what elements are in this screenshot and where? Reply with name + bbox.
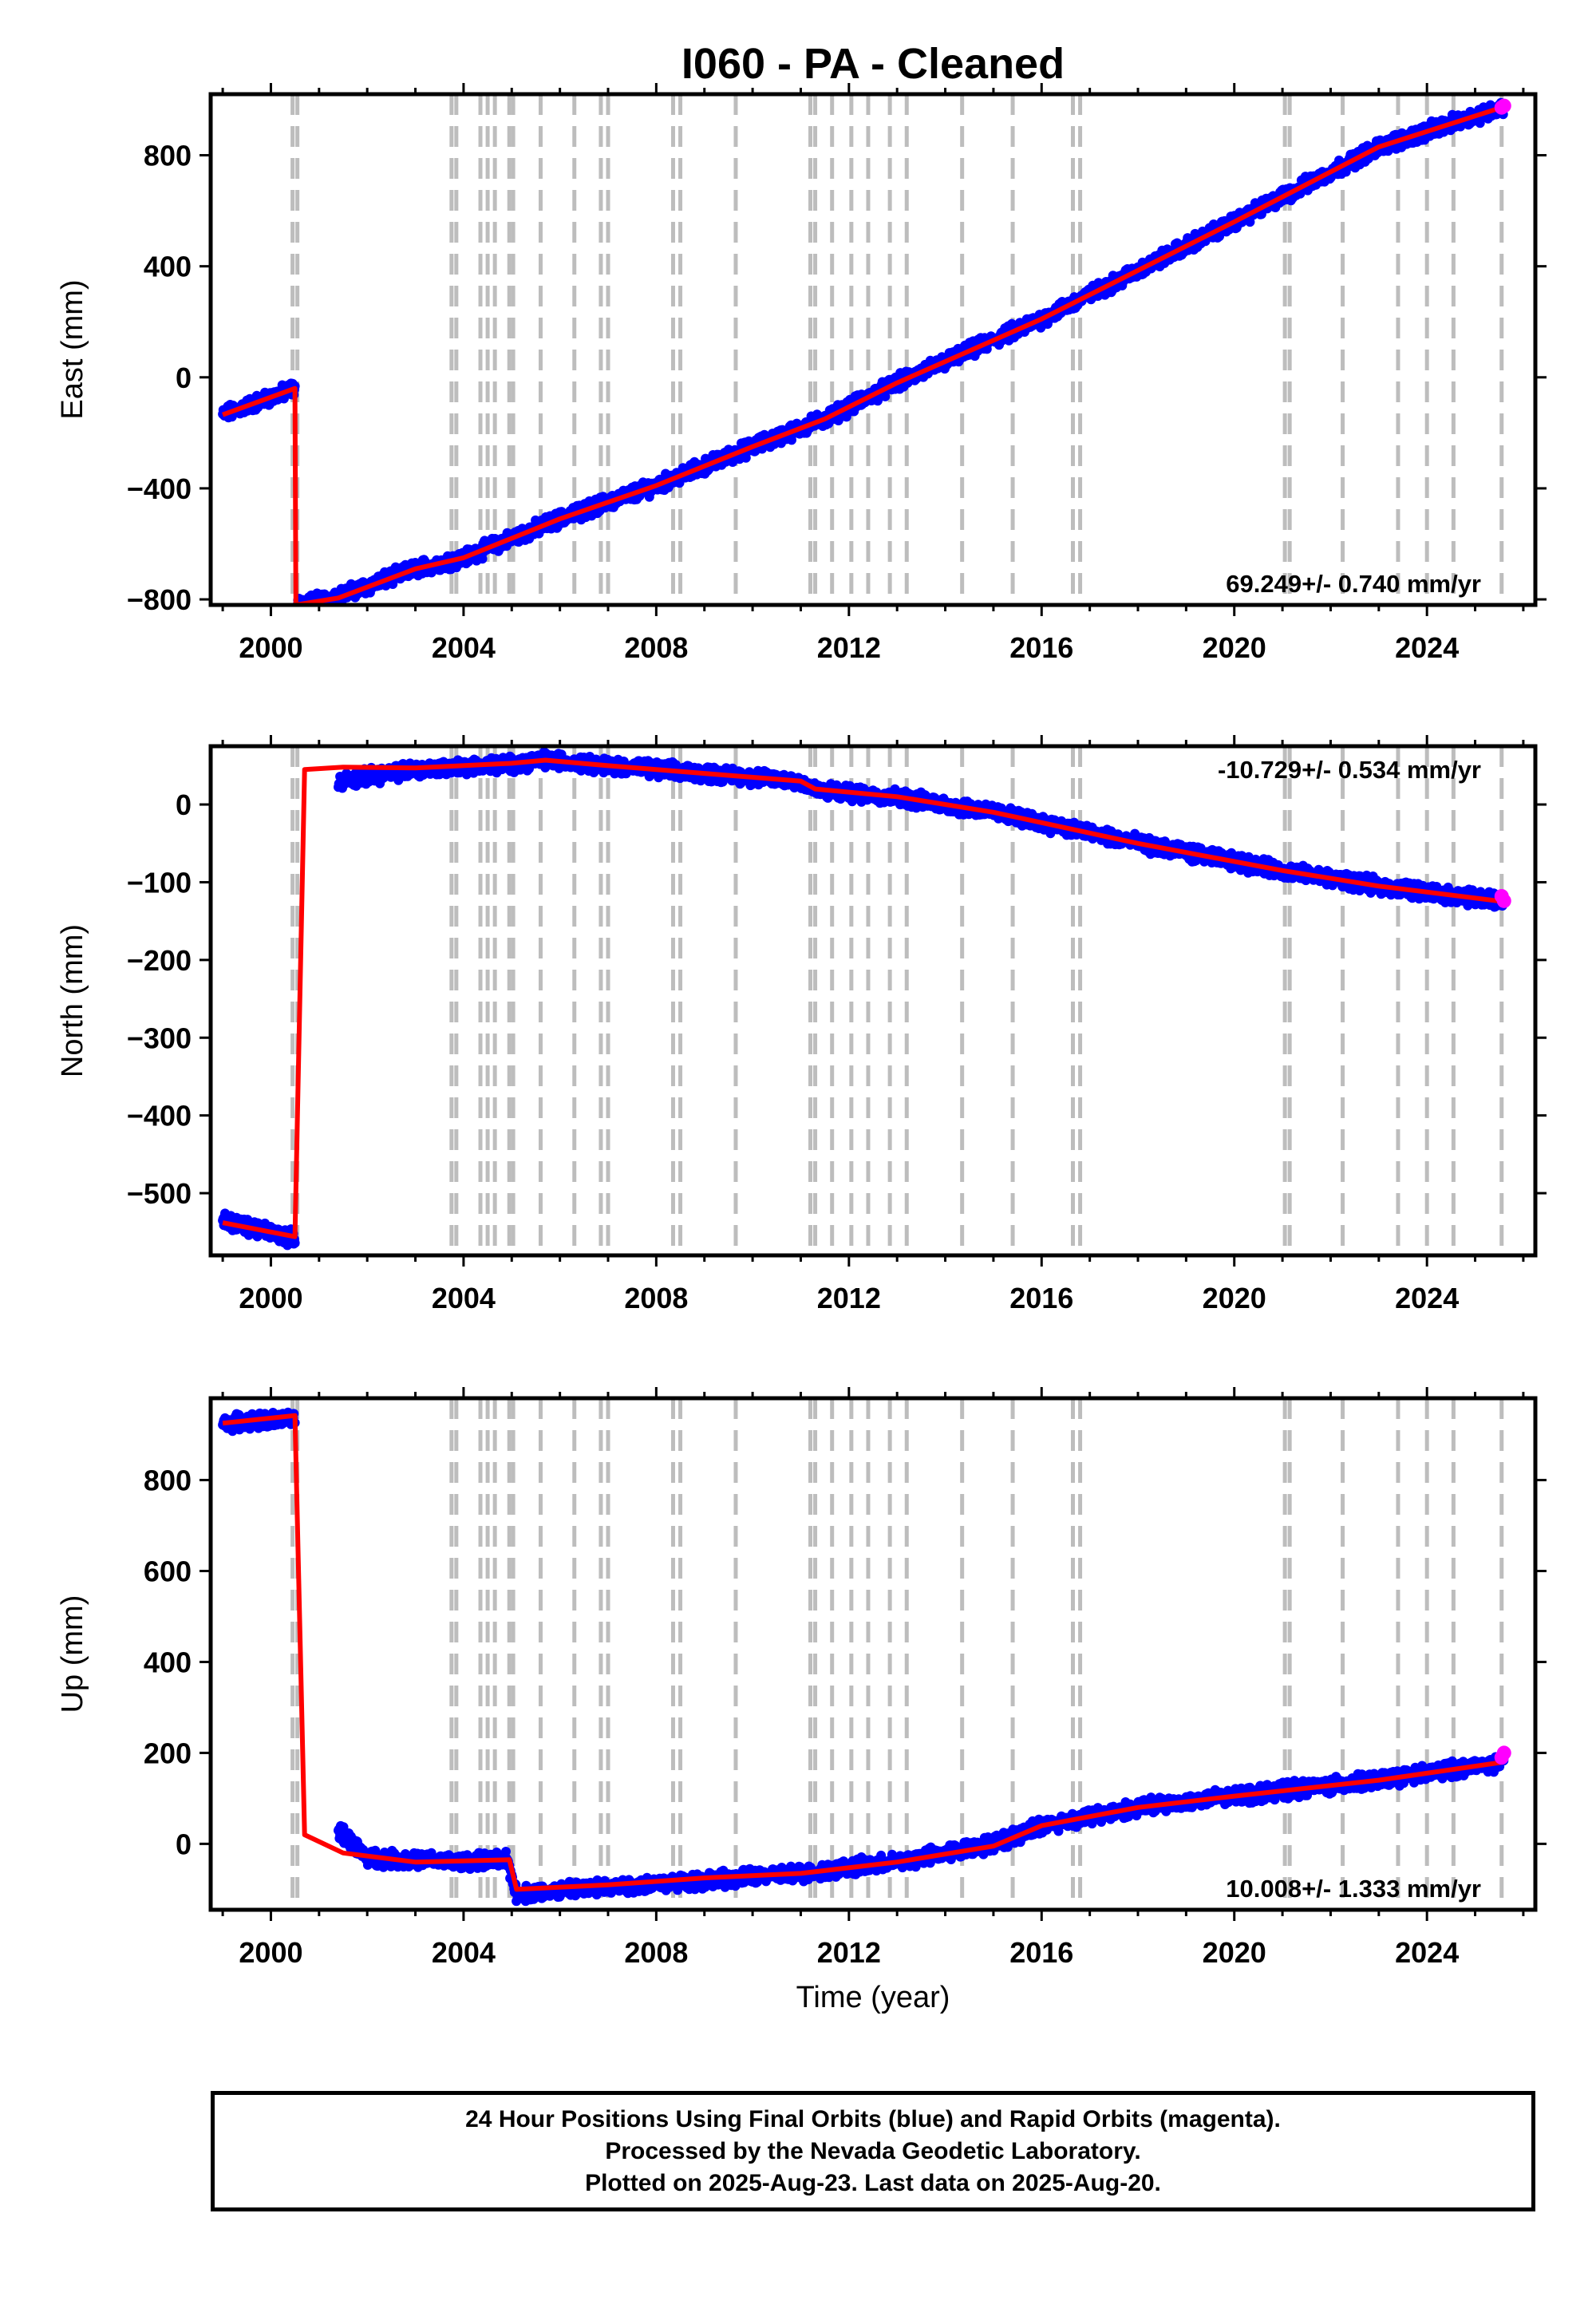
panel-1: 2000 2004 2008 2012 2016 2020 2024 −800 −400 0 400…	[56, 83, 1547, 664]
x-tick-label: 2016	[1009, 1282, 1073, 1314]
x-tick-label: 2008	[624, 1282, 688, 1314]
x-tick-label: 2024	[1395, 631, 1459, 664]
y-axis-title: East (mm)	[56, 279, 89, 419]
y-axis-title: North (mm)	[56, 924, 89, 1077]
x-tick-label: 2000	[239, 631, 302, 664]
plot-frame	[208, 744, 1538, 1258]
rapid-orbit-point	[1496, 98, 1511, 113]
plot-frame	[208, 92, 1538, 607]
final-orbit-point	[298, 606, 308, 615]
plot-area	[218, 1398, 1511, 1910]
y-tick-label: 0	[176, 788, 192, 821]
x-tick-label: 2020	[1203, 1282, 1266, 1314]
y-tick-label: −400	[127, 1100, 192, 1132]
velocity-label: -10.729+/- 0.534 mm/yr	[1218, 756, 1481, 784]
x-tick-label: 2008	[624, 631, 688, 664]
final-orbit-point	[295, 607, 305, 616]
final-orbit-point	[290, 1238, 300, 1248]
x-tick-label: 2000	[239, 1282, 302, 1314]
y-tick-label: −500	[127, 1177, 192, 1210]
rapid-orbit-point	[1496, 893, 1511, 908]
model-fit-line	[222, 104, 1505, 605]
final-orbit-point	[741, 453, 751, 463]
y-tick-label: −800	[127, 583, 192, 616]
panel-2: 2000 2004 2008 2012 2016 2020 2024 −500 −400 −300…	[56, 735, 1547, 1314]
final-orbit-point	[297, 606, 306, 615]
x-tick-label: 2020	[1203, 631, 1266, 664]
chart-title: I060 - PA - Cleaned	[681, 40, 1065, 88]
final-orbit-point	[787, 435, 796, 445]
x-tick-label: 2004	[432, 1282, 496, 1314]
model-fit-line	[222, 757, 1505, 1239]
y-tick-label: 800	[144, 140, 192, 172]
y-tick-label: 400	[144, 251, 192, 283]
y-tick-label: −200	[127, 944, 192, 977]
x-tick-label: 2016	[1009, 631, 1073, 664]
y-tick-label: −300	[127, 1022, 192, 1054]
plot-area	[218, 746, 1511, 1255]
y-tick-label: −100	[127, 866, 192, 899]
x-tick-label: 2012	[817, 631, 881, 664]
panel-3: 2000 2004 2008 2012 2016 2020 2024020040060080…	[56, 1387, 1547, 1969]
x-tick-label: 2012	[817, 1282, 881, 1314]
x-tick-label: 2004	[432, 631, 496, 664]
velocity-label: 69.249+/- 0.740 mm/yr	[1226, 570, 1481, 598]
x-tick-label: 2024	[1395, 1282, 1459, 1314]
plot-area	[218, 94, 1511, 616]
y-tick-label: −400	[127, 472, 192, 505]
y-tick-label: 0	[176, 362, 192, 394]
